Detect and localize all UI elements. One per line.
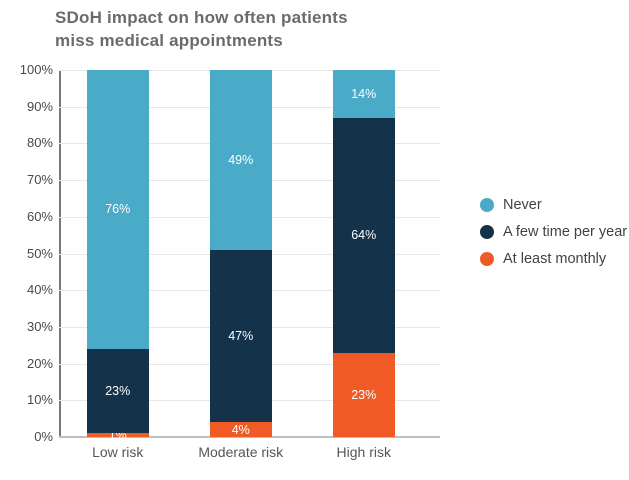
- legend-label: At least monthly: [503, 251, 607, 267]
- bar-segment-a-few-time-per-year: 47%: [210, 249, 272, 423]
- bar-segment-label: 47%: [228, 329, 254, 344]
- bar-segment-label: 49%: [228, 152, 254, 167]
- chart-title: SDoH impact on how often patients miss m…: [55, 6, 455, 52]
- bar-segment-never: 14%: [333, 70, 395, 118]
- bar-segment-label: 23%: [105, 384, 131, 399]
- bar-segment-a-few-time-per-year: 64%: [333, 117, 395, 353]
- legend-swatch-icon: [480, 225, 494, 239]
- bar-segment-at-least-monthly: 1%: [87, 428, 149, 442]
- y-tick-label: 60%: [26, 208, 53, 224]
- y-tick-label: 80%: [26, 135, 53, 151]
- x-tick-label: Moderate risk: [198, 444, 284, 460]
- bar-high-risk: 23% 64% 14%: [333, 70, 395, 437]
- chart-title-line2: miss medical appointments: [55, 31, 283, 50]
- legend-swatch-icon: [480, 252, 494, 266]
- bar-segment-at-least-monthly: 4%: [210, 422, 272, 437]
- y-tick-label: 10%: [26, 392, 53, 408]
- legend: Never A few time per year At least monthly: [480, 197, 627, 267]
- legend-item-at-least-monthly: At least monthly: [480, 251, 627, 267]
- legend-swatch-icon: [480, 198, 494, 212]
- legend-label: Never: [503, 197, 542, 213]
- y-tick-label: 0%: [34, 429, 53, 444]
- bar-segment-label: 4%: [231, 422, 250, 437]
- bar-segment-never: 76%: [87, 70, 149, 349]
- chart-title-line1: SDoH impact on how often patients: [55, 8, 348, 27]
- legend-item-a-few-time-per-year: A few time per year: [480, 224, 627, 240]
- bar-low-risk: 1% 23% 76%: [87, 70, 149, 442]
- legend-label: A few time per year: [503, 224, 628, 240]
- y-tick-label: 100%: [19, 62, 53, 77]
- x-tick-label: Low risk: [92, 444, 144, 460]
- y-axis-labels: 100% 90% 80% 70% 60% 50% 40% 30% 20% 10% 0%: [0, 63, 53, 444]
- bar-segment-label: 76%: [105, 202, 131, 217]
- bar-segment-label: 14%: [351, 86, 377, 101]
- bar-segment-a-few-time-per-year: 23%: [87, 348, 149, 434]
- bar-segment-label: 23%: [351, 387, 377, 402]
- legend-item-never: Never: [480, 197, 627, 213]
- y-tick-label: 70%: [26, 172, 53, 188]
- y-tick-label: 90%: [26, 98, 53, 114]
- bar-segment-never: 49%: [210, 70, 272, 250]
- x-tick-label: High risk: [336, 444, 391, 460]
- bar-moderate-risk: 4% 47% 49%: [210, 70, 272, 437]
- bar-segment-at-least-monthly: 23%: [333, 352, 395, 437]
- y-tick-label: 50%: [26, 245, 53, 261]
- y-tick-label: 20%: [26, 355, 53, 371]
- y-tick-label: 40%: [26, 282, 53, 298]
- x-axis-labels: Low risk Moderate risk High risk: [59, 444, 440, 466]
- y-tick-label: 30%: [26, 318, 53, 334]
- plot-area: 1% 23% 76% 4% 47% 49% 23% 64% 14%: [59, 70, 440, 442]
- bar-segment-label: 64%: [351, 228, 377, 243]
- x-axis-baseline: [59, 436, 440, 438]
